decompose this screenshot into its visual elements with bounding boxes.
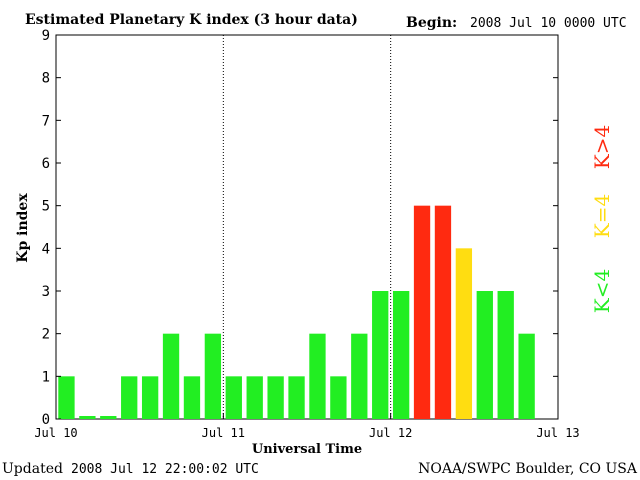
kp-bar bbox=[183, 376, 201, 419]
kp-bar bbox=[246, 376, 263, 419]
kp-bar bbox=[121, 376, 138, 419]
legend-mid: K=4 bbox=[590, 194, 614, 238]
kp-bar bbox=[497, 291, 514, 419]
updated-label: Updated bbox=[2, 461, 63, 477]
y-tick-label: 8 bbox=[42, 71, 50, 87]
kp-bar bbox=[330, 376, 347, 419]
begin-value: 2008 Jul 10 0000 UTC bbox=[470, 16, 627, 31]
kp-bar bbox=[100, 416, 117, 419]
legend-high: K>4 bbox=[590, 125, 614, 169]
begin-label: Begin: bbox=[406, 15, 457, 31]
kp-bar bbox=[455, 248, 473, 419]
kp-bar bbox=[267, 376, 284, 419]
kp-bar bbox=[413, 205, 431, 419]
kp-bar bbox=[392, 291, 410, 419]
kp-bar bbox=[225, 376, 242, 419]
x-tick-label: Jul 12 bbox=[369, 426, 412, 440]
x-tick-label: Jul 13 bbox=[536, 426, 579, 440]
kp-bar bbox=[141, 376, 159, 419]
kp-bar bbox=[79, 416, 96, 419]
kp-bar bbox=[58, 376, 75, 419]
y-tick-label: 1 bbox=[42, 369, 50, 385]
legend-low: K<4 bbox=[590, 269, 614, 313]
credit-text: NOAA/SWPC Boulder, CO USA bbox=[418, 461, 638, 477]
kp-bar bbox=[204, 333, 222, 419]
kp-bar bbox=[476, 291, 493, 419]
updated-value: 2008 Jul 12 22:00:02 UTC bbox=[71, 462, 259, 477]
chart-title: Estimated Planetary K index (3 hour data… bbox=[25, 12, 358, 28]
y-tick-label: 7 bbox=[42, 113, 50, 129]
y-axis: 0 1 2 3 4 5 6 7 8 9 bbox=[42, 28, 558, 428]
legend: K<4 K=4 K>4 bbox=[590, 125, 614, 313]
kp-bar bbox=[434, 205, 452, 419]
kp-bar bbox=[351, 333, 368, 419]
x-tick-label: Jul 11 bbox=[202, 426, 245, 440]
y-tick-label: 6 bbox=[42, 156, 50, 172]
x-axis-label: Universal Time bbox=[252, 442, 362, 457]
plot-area bbox=[55, 34, 559, 420]
y-tick-label: 0 bbox=[42, 412, 50, 428]
y-tick-label: 9 bbox=[42, 28, 50, 44]
x-axis: Jul 10 Jul 11 Jul 12 Jul 13 bbox=[34, 413, 580, 440]
x-tick-label: Jul 10 bbox=[34, 426, 77, 440]
kp-bar bbox=[162, 333, 180, 419]
bars bbox=[58, 205, 535, 419]
kp-bar bbox=[518, 333, 535, 419]
kp-bar bbox=[288, 376, 305, 419]
day-separators bbox=[222, 35, 392, 419]
kp-bar bbox=[309, 333, 326, 419]
y-tick-label: 4 bbox=[42, 241, 50, 257]
y-tick-label: 2 bbox=[42, 327, 50, 343]
kp-bar bbox=[372, 291, 389, 419]
y-tick-label: 5 bbox=[42, 199, 50, 215]
plot-frame bbox=[55, 34, 559, 420]
y-tick-label: 3 bbox=[42, 284, 50, 300]
y-axis-label: Kp index bbox=[15, 193, 31, 263]
